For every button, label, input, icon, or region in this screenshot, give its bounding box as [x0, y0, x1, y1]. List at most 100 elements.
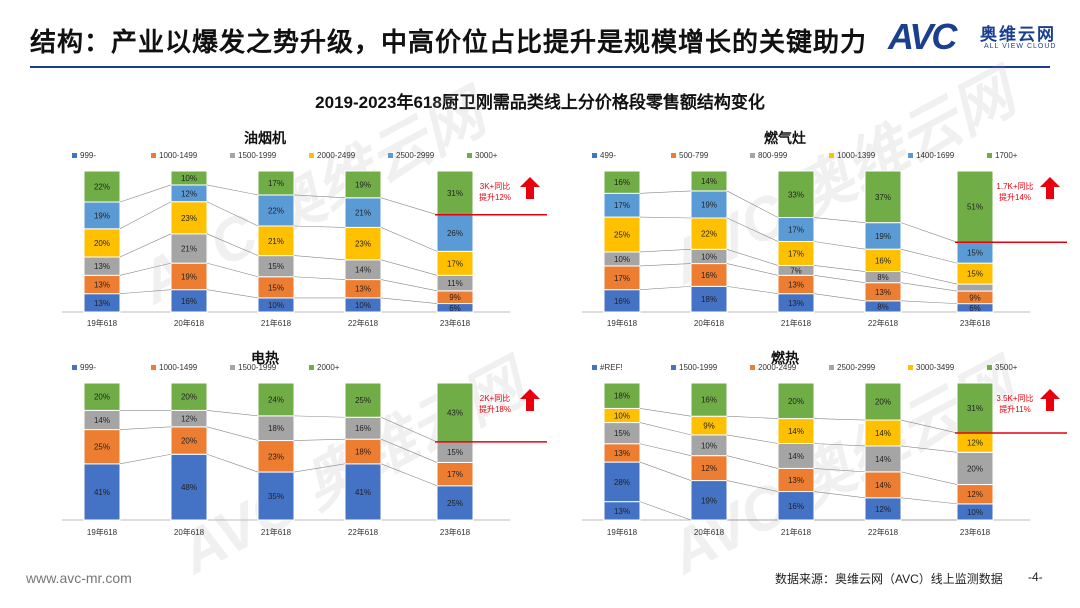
connector-line	[639, 461, 692, 481]
connector-line	[726, 455, 779, 469]
chart-title: 燃热	[771, 350, 799, 366]
bar-segment	[344, 463, 382, 521]
legend-swatch	[908, 153, 913, 158]
data-label: 13%	[788, 299, 804, 308]
legend-label: 1500-1999	[238, 363, 277, 372]
data-label: 10%	[701, 441, 717, 450]
x-tick-label: 23年618	[440, 527, 471, 537]
connector-line	[900, 471, 958, 485]
connector-line	[813, 418, 866, 421]
annotation-text: 提升12%	[479, 192, 511, 202]
data-label: 12%	[181, 415, 197, 424]
connector-line	[206, 426, 259, 441]
data-label: 19%	[355, 180, 371, 189]
data-label: 10%	[181, 174, 197, 183]
connector-line	[900, 282, 958, 292]
legend-swatch	[987, 365, 992, 370]
data-label: 12%	[967, 439, 983, 448]
data-label: 17%	[614, 201, 630, 210]
legend-swatch	[750, 365, 755, 370]
legend-label: 2500-2999	[396, 151, 435, 160]
data-label: 10%	[355, 301, 371, 310]
bar-segment	[83, 382, 121, 411]
legend-label: 999-	[80, 151, 96, 160]
logo-cn: 奥维云网	[980, 25, 1056, 44]
avc-logo: AVC 奥维云网 ALL VIEW CLOUD	[888, 14, 1058, 62]
connector-line	[119, 289, 172, 294]
connector-line	[726, 249, 779, 266]
data-label: 13%	[875, 288, 891, 297]
connector-line	[900, 497, 958, 505]
legend-swatch	[72, 153, 77, 158]
connector-line	[639, 422, 692, 436]
data-label: 16%	[701, 396, 717, 405]
legend-swatch	[592, 365, 597, 370]
legend-label: 3500+	[995, 363, 1018, 372]
data-label: 20%	[967, 464, 983, 473]
connector-line	[813, 265, 866, 272]
data-label: 6%	[969, 304, 981, 313]
connector-line	[293, 194, 346, 199]
connector-line	[119, 184, 172, 203]
bar-segment	[344, 438, 382, 465]
connector-line	[639, 443, 692, 456]
connector-line	[380, 297, 438, 304]
data-label: 13%	[788, 281, 804, 290]
data-label: 18%	[268, 424, 284, 433]
data-label: 25%	[94, 443, 110, 452]
legend-label: 2500-2999	[837, 363, 876, 372]
legend-label: 999-	[80, 363, 96, 372]
chart-electric-heater: 电热 999- 1000-1499 1500-1999 2000+ 41% 25% 14% 20…	[62, 350, 547, 537]
data-label: 41%	[355, 488, 371, 497]
connector-line	[813, 443, 866, 447]
data-label: 9%	[969, 293, 981, 302]
data-label: 13%	[94, 262, 110, 271]
data-label: 10%	[701, 252, 717, 261]
data-label: 31%	[967, 404, 983, 413]
connector-line	[813, 468, 866, 473]
website-url[interactable]: www.avc-mr.com	[26, 570, 132, 586]
data-label: 21%	[181, 244, 197, 253]
bar-segment	[777, 491, 815, 521]
x-tick-label: 20年618	[174, 318, 205, 328]
data-label: 15%	[268, 262, 284, 271]
bar-segment	[436, 382, 474, 443]
up-arrow-icon	[520, 177, 540, 199]
bar-segment	[257, 225, 295, 257]
bar-segment	[344, 170, 382, 199]
connector-line	[726, 263, 779, 276]
connector-line	[813, 275, 866, 283]
bar-segment	[864, 419, 902, 447]
data-label: 19%	[181, 272, 197, 281]
data-label: 17%	[447, 259, 463, 268]
data-label: 18%	[614, 392, 630, 401]
x-tick-label: 21年618	[781, 318, 812, 328]
data-label: 19%	[701, 496, 717, 505]
connector-line	[639, 286, 692, 290]
connector-line	[900, 271, 958, 285]
x-tick-label: 22年618	[868, 527, 899, 537]
connector-line	[813, 217, 866, 223]
x-tick-label: 23年618	[960, 527, 991, 537]
data-label: 31%	[447, 189, 463, 198]
connector-line	[813, 491, 866, 499]
x-tick-label: 22年618	[868, 318, 899, 328]
legend-label: 1000-1399	[837, 151, 876, 160]
connector-line	[900, 445, 958, 453]
up-arrow-icon	[1040, 389, 1060, 411]
x-tick-label: 22年618	[348, 527, 379, 537]
bar-segment	[257, 440, 295, 473]
connector-line	[380, 279, 438, 292]
up-arrow-icon	[1040, 177, 1060, 199]
data-label: 20%	[181, 393, 197, 402]
data-label: 13%	[94, 281, 110, 290]
legend-swatch	[151, 365, 156, 370]
bar-segment	[777, 442, 815, 469]
x-tick-label: 23年618	[440, 318, 471, 328]
data-label: 12%	[701, 464, 717, 473]
x-tick-label: 23年618	[960, 318, 991, 328]
x-tick-label: 20年618	[694, 318, 725, 328]
data-label: 51%	[967, 203, 983, 212]
connector-line	[119, 426, 172, 430]
connector-line	[293, 225, 346, 228]
